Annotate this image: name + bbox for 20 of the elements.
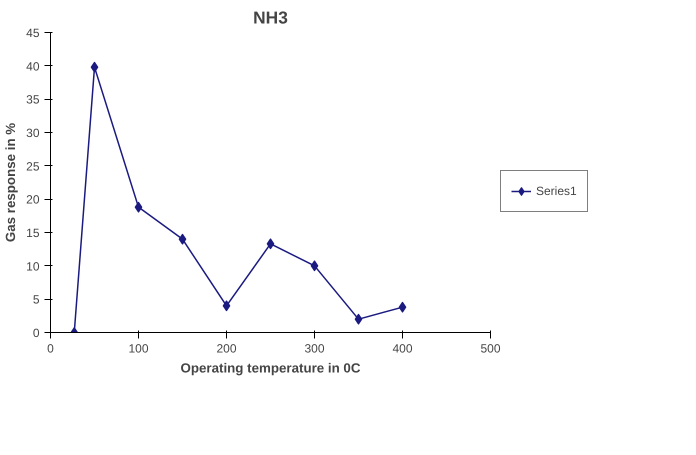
y-tick-label: 45 [26, 26, 40, 40]
y-tick-label: 0 [32, 326, 40, 340]
x-axis-title: Operating temperature in 0C [180, 360, 361, 376]
y-axis-title: Gas response in % [3, 122, 18, 242]
y-tick-label: 40 [26, 59, 40, 74]
x-tick-label: 300 [304, 342, 325, 356]
y-tick-label: 35 [26, 92, 40, 107]
y-tick-label: 30 [26, 126, 40, 140]
chart-title: NH3 [253, 8, 288, 28]
y-tick-label: 15 [26, 226, 40, 240]
y-tick-label: 10 [26, 259, 40, 274]
x-tick-label: 100 [128, 342, 149, 356]
x-tick-label: 0 [47, 342, 54, 356]
x-tick-label: 400 [392, 342, 413, 356]
y-tick-label: 5 [32, 292, 40, 307]
y-tick-label: 25 [26, 159, 40, 174]
x-tick-label: 200 [216, 342, 237, 356]
y-tick-label: 20 [26, 192, 40, 207]
legend-label: Series1 [536, 184, 577, 198]
x-tick-label: 500 [480, 342, 501, 356]
